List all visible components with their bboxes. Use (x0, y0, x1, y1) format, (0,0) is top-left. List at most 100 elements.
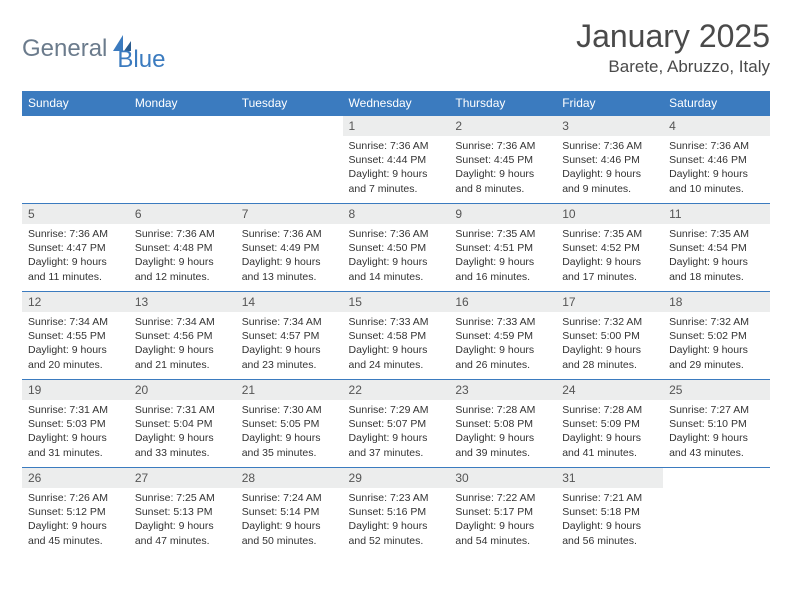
calendar-cell: 14Sunrise: 7:34 AMSunset: 4:57 PMDayligh… (236, 292, 343, 380)
weekday-header: Saturday (663, 91, 770, 116)
calendar-row: 12Sunrise: 7:34 AMSunset: 4:55 PMDayligh… (22, 292, 770, 380)
day-number: 25 (663, 380, 770, 400)
day-number: 22 (343, 380, 450, 400)
calendar-cell: 16Sunrise: 7:33 AMSunset: 4:59 PMDayligh… (449, 292, 556, 380)
day-number: 11 (663, 204, 770, 224)
day-details: Sunrise: 7:34 AMSunset: 4:56 PMDaylight:… (129, 312, 236, 376)
day-details: Sunrise: 7:33 AMSunset: 4:59 PMDaylight:… (449, 312, 556, 376)
day-number: 30 (449, 468, 556, 488)
day-number: 8 (343, 204, 450, 224)
day-number: 5 (22, 204, 129, 224)
day-details: Sunrise: 7:28 AMSunset: 5:09 PMDaylight:… (556, 400, 663, 464)
day-details: Sunrise: 7:35 AMSunset: 4:51 PMDaylight:… (449, 224, 556, 288)
day-number: 20 (129, 380, 236, 400)
day-number: 1 (343, 116, 450, 136)
calendar-cell: 24Sunrise: 7:28 AMSunset: 5:09 PMDayligh… (556, 380, 663, 468)
calendar-cell: 13Sunrise: 7:34 AMSunset: 4:56 PMDayligh… (129, 292, 236, 380)
day-details: Sunrise: 7:25 AMSunset: 5:13 PMDaylight:… (129, 488, 236, 552)
calendar-cell: 21Sunrise: 7:30 AMSunset: 5:05 PMDayligh… (236, 380, 343, 468)
weekday-header: Sunday (22, 91, 129, 116)
day-details: Sunrise: 7:34 AMSunset: 4:55 PMDaylight:… (22, 312, 129, 376)
calendar-cell: .. (22, 116, 129, 204)
calendar-cell: 3Sunrise: 7:36 AMSunset: 4:46 PMDaylight… (556, 116, 663, 204)
title-block: January 2025 Barete, Abruzzo, Italy (576, 18, 770, 77)
calendar-cell: 19Sunrise: 7:31 AMSunset: 5:03 PMDayligh… (22, 380, 129, 468)
calendar-cell: 31Sunrise: 7:21 AMSunset: 5:18 PMDayligh… (556, 468, 663, 556)
day-number: 31 (556, 468, 663, 488)
calendar-table: SundayMondayTuesdayWednesdayThursdayFrid… (22, 91, 770, 556)
day-details: Sunrise: 7:35 AMSunset: 4:54 PMDaylight:… (663, 224, 770, 288)
calendar-cell: 1Sunrise: 7:36 AMSunset: 4:44 PMDaylight… (343, 116, 450, 204)
header: General Blue January 2025 Barete, Abruzz… (22, 18, 770, 77)
calendar-row: 26Sunrise: 7:26 AMSunset: 5:12 PMDayligh… (22, 468, 770, 556)
day-number: 23 (449, 380, 556, 400)
day-number: 14 (236, 292, 343, 312)
day-details: Sunrise: 7:22 AMSunset: 5:17 PMDaylight:… (449, 488, 556, 552)
calendar-row: 19Sunrise: 7:31 AMSunset: 5:03 PMDayligh… (22, 380, 770, 468)
day-number: 19 (22, 380, 129, 400)
day-number: 7 (236, 204, 343, 224)
day-details: Sunrise: 7:36 AMSunset: 4:49 PMDaylight:… (236, 224, 343, 288)
day-number: 21 (236, 380, 343, 400)
day-number: 26 (22, 468, 129, 488)
calendar-cell: 5Sunrise: 7:36 AMSunset: 4:47 PMDaylight… (22, 204, 129, 292)
weekday-header: Wednesday (343, 91, 450, 116)
calendar-row: 5Sunrise: 7:36 AMSunset: 4:47 PMDaylight… (22, 204, 770, 292)
calendar-cell: 11Sunrise: 7:35 AMSunset: 4:54 PMDayligh… (663, 204, 770, 292)
weekday-header: Tuesday (236, 91, 343, 116)
calendar-cell: 25Sunrise: 7:27 AMSunset: 5:10 PMDayligh… (663, 380, 770, 468)
calendar-cell: 29Sunrise: 7:23 AMSunset: 5:16 PMDayligh… (343, 468, 450, 556)
day-details: Sunrise: 7:26 AMSunset: 5:12 PMDaylight:… (22, 488, 129, 552)
day-details: Sunrise: 7:34 AMSunset: 4:57 PMDaylight:… (236, 312, 343, 376)
day-details: Sunrise: 7:36 AMSunset: 4:48 PMDaylight:… (129, 224, 236, 288)
calendar-cell: 20Sunrise: 7:31 AMSunset: 5:04 PMDayligh… (129, 380, 236, 468)
logo-text-blue: Blue (117, 46, 165, 74)
day-details: Sunrise: 7:35 AMSunset: 4:52 PMDaylight:… (556, 224, 663, 288)
calendar-cell: 6Sunrise: 7:36 AMSunset: 4:48 PMDaylight… (129, 204, 236, 292)
day-details: Sunrise: 7:32 AMSunset: 5:02 PMDaylight:… (663, 312, 770, 376)
day-number: 6 (129, 204, 236, 224)
day-number: 4 (663, 116, 770, 136)
day-details: Sunrise: 7:36 AMSunset: 4:46 PMDaylight:… (663, 136, 770, 200)
calendar-cell: 28Sunrise: 7:24 AMSunset: 5:14 PMDayligh… (236, 468, 343, 556)
day-details: Sunrise: 7:24 AMSunset: 5:14 PMDaylight:… (236, 488, 343, 552)
logo-text-general: General (22, 35, 107, 63)
day-number: 27 (129, 468, 236, 488)
day-details: Sunrise: 7:36 AMSunset: 4:45 PMDaylight:… (449, 136, 556, 200)
day-number: 24 (556, 380, 663, 400)
calendar-cell: 23Sunrise: 7:28 AMSunset: 5:08 PMDayligh… (449, 380, 556, 468)
day-details: Sunrise: 7:31 AMSunset: 5:04 PMDaylight:… (129, 400, 236, 464)
day-details: Sunrise: 7:36 AMSunset: 4:46 PMDaylight:… (556, 136, 663, 200)
day-number: 9 (449, 204, 556, 224)
day-details: Sunrise: 7:28 AMSunset: 5:08 PMDaylight:… (449, 400, 556, 464)
day-details: Sunrise: 7:27 AMSunset: 5:10 PMDaylight:… (663, 400, 770, 464)
day-details: Sunrise: 7:36 AMSunset: 4:47 PMDaylight:… (22, 224, 129, 288)
day-number: 18 (663, 292, 770, 312)
day-details: Sunrise: 7:33 AMSunset: 4:58 PMDaylight:… (343, 312, 450, 376)
day-details: Sunrise: 7:21 AMSunset: 5:18 PMDaylight:… (556, 488, 663, 552)
location-text: Barete, Abruzzo, Italy (576, 57, 770, 77)
day-number: 10 (556, 204, 663, 224)
calendar-cell: 9Sunrise: 7:35 AMSunset: 4:51 PMDaylight… (449, 204, 556, 292)
weekday-header: Thursday (449, 91, 556, 116)
day-number: 17 (556, 292, 663, 312)
day-details: Sunrise: 7:29 AMSunset: 5:07 PMDaylight:… (343, 400, 450, 464)
calendar-cell: 2Sunrise: 7:36 AMSunset: 4:45 PMDaylight… (449, 116, 556, 204)
calendar-cell: 12Sunrise: 7:34 AMSunset: 4:55 PMDayligh… (22, 292, 129, 380)
weekday-header: Monday (129, 91, 236, 116)
day-details: Sunrise: 7:30 AMSunset: 5:05 PMDaylight:… (236, 400, 343, 464)
day-number: 13 (129, 292, 236, 312)
day-details: Sunrise: 7:36 AMSunset: 4:50 PMDaylight:… (343, 224, 450, 288)
day-number: 3 (556, 116, 663, 136)
calendar-cell: .. (129, 116, 236, 204)
day-details: Sunrise: 7:31 AMSunset: 5:03 PMDaylight:… (22, 400, 129, 464)
calendar-cell: 22Sunrise: 7:29 AMSunset: 5:07 PMDayligh… (343, 380, 450, 468)
page-title: January 2025 (576, 18, 770, 55)
logo: General Blue (22, 18, 165, 74)
calendar-cell: 10Sunrise: 7:35 AMSunset: 4:52 PMDayligh… (556, 204, 663, 292)
calendar-row: ......1Sunrise: 7:36 AMSunset: 4:44 PMDa… (22, 116, 770, 204)
calendar-cell: .. (236, 116, 343, 204)
weekday-header: Friday (556, 91, 663, 116)
calendar-cell: 7Sunrise: 7:36 AMSunset: 4:49 PMDaylight… (236, 204, 343, 292)
day-number: 15 (343, 292, 450, 312)
